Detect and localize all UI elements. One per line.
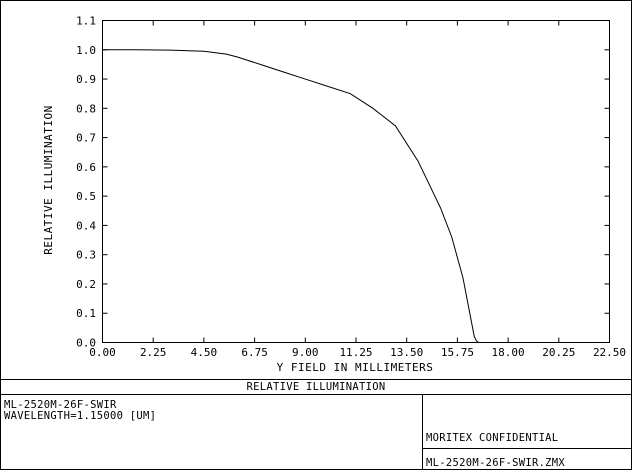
x-axis-label: Y FIELD IN MILLIMETERS xyxy=(277,361,434,374)
y-tick-label: 0.0 xyxy=(76,337,96,350)
y-tick-label: 1.1 xyxy=(76,15,96,28)
y-tick-label: 0.3 xyxy=(76,249,96,262)
x-tick-label: 13.50 xyxy=(390,346,423,359)
y-axis-tick-labels: 0.0 0.1 0.2 0.3 0.4 0.5 0.6 0.7 0.8 0.9 1.0 1.1 xyxy=(76,15,96,350)
y-tick-label: 0.5 xyxy=(76,190,96,203)
x-axis-tick-labels: 0.00 2.25 4.50 6.75 9.00 11.25 13.50 15.75 18.00… xyxy=(89,346,626,359)
x-tick-label: 15.75 xyxy=(441,346,474,359)
x-tick-label: 9.00 xyxy=(292,346,319,359)
x-tick-label: 20.25 xyxy=(542,346,575,359)
x-tick-label: 0.00 xyxy=(89,346,116,359)
confidential-label: MORITEX CONFIDENTIAL xyxy=(426,432,558,444)
illumination-curve xyxy=(102,49,610,343)
x-tick-label: 22.50 xyxy=(593,346,626,359)
y-tick-label: 1.0 xyxy=(76,44,96,57)
wavelength-text: WAVELENGTH=1.15000 [UM] xyxy=(4,410,156,422)
footer-title: RELATIVE ILLUMINATION xyxy=(246,381,385,393)
x-tick-label: 4.50 xyxy=(191,346,218,359)
file-name: ML-2520M-26F-SWIR.ZMX xyxy=(426,457,565,469)
x-tick-label: 18.00 xyxy=(492,346,525,359)
lens-name: ML-2520M-26F-SWIR xyxy=(4,399,117,411)
x-tick-label: 6.75 xyxy=(241,346,268,359)
y-tick-label: 0.6 xyxy=(76,161,96,174)
x-axis-ticks xyxy=(102,20,610,343)
y-axis-ticks xyxy=(102,20,610,343)
x-tick-label: 11.25 xyxy=(339,346,372,359)
y-tick-label: 0.1 xyxy=(76,307,96,320)
x-tick-label: 2.25 xyxy=(140,346,167,359)
y-tick-label: 0.2 xyxy=(76,278,96,291)
y-tick-label: 0.8 xyxy=(76,102,96,115)
y-tick-label: 0.7 xyxy=(76,132,96,145)
plot-area xyxy=(102,20,610,343)
y-tick-label: 0.4 xyxy=(76,219,96,232)
y-axis-label: RELATIVE ILLUMINATION xyxy=(42,105,55,255)
y-tick-label: 0.9 xyxy=(76,73,96,86)
